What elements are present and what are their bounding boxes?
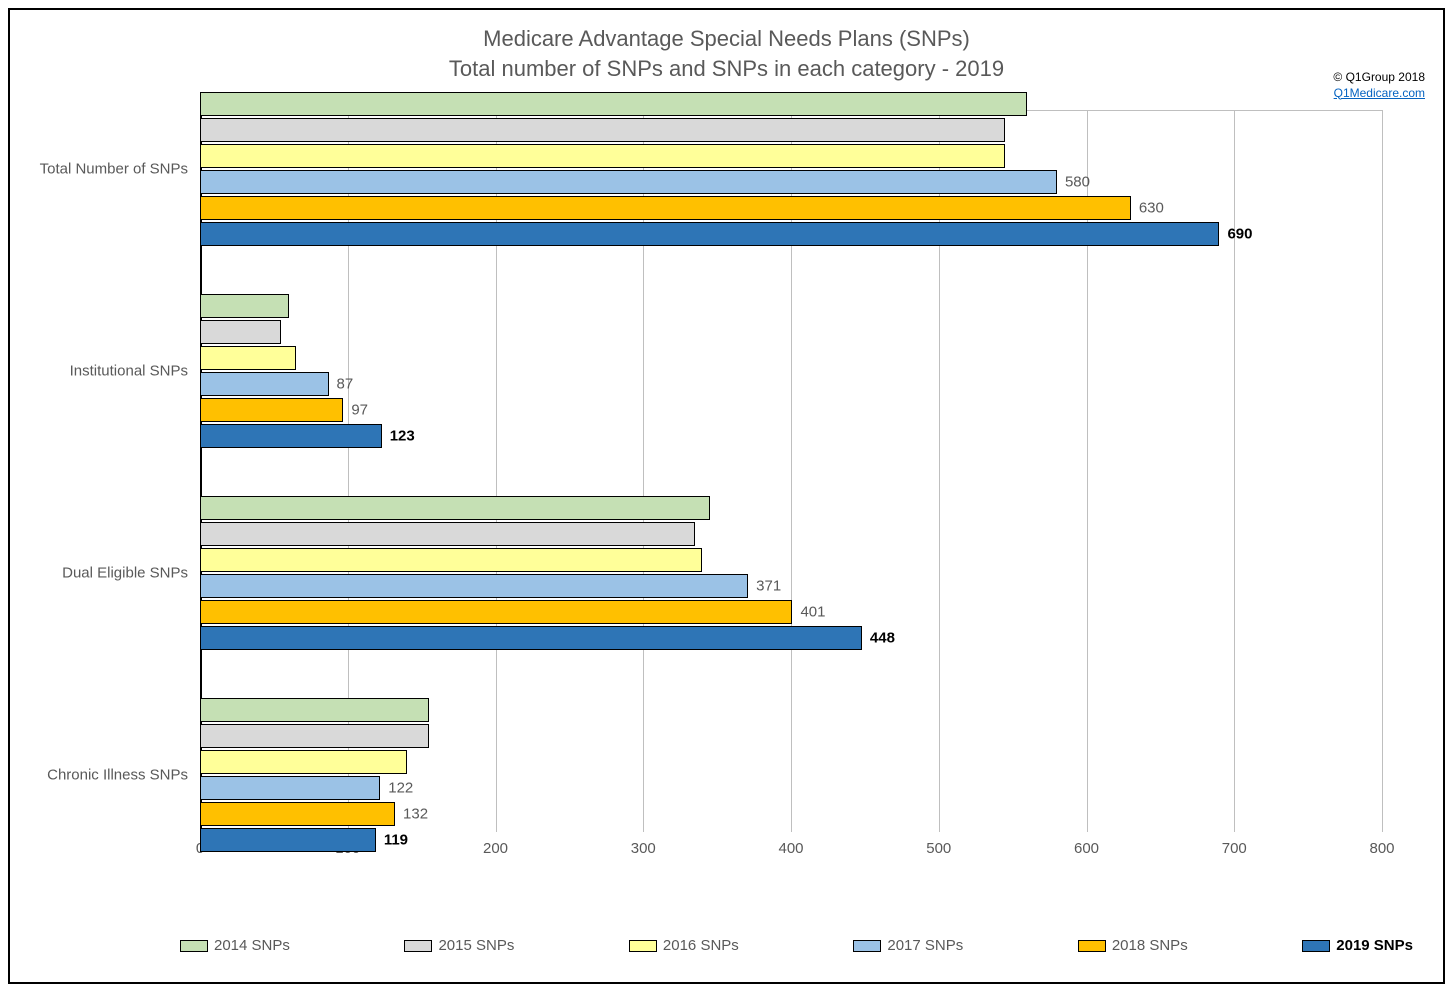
legend-swatch <box>853 940 881 952</box>
data-label: 580 <box>1065 173 1090 190</box>
legend-label: 2016 SNPs <box>663 937 739 954</box>
bar <box>200 144 1005 168</box>
bar <box>200 724 429 748</box>
plot-region: 0100200300400500600700800Total Number of… <box>200 110 1383 832</box>
bar <box>200 222 1219 246</box>
data-label: 132 <box>403 805 428 822</box>
chart-title: Medicare Advantage Special Needs Plans (… <box>10 10 1443 83</box>
category-label: Total Number of SNPs <box>40 160 188 177</box>
copyright: © Q1Group 2018 Q1Medicare.com <box>1333 70 1425 101</box>
legend-item: 2019 SNPs <box>1302 937 1413 954</box>
copyright-link[interactable]: Q1Medicare.com <box>1334 86 1425 100</box>
bar <box>200 802 395 826</box>
x-tick-label: 700 <box>1222 840 1247 857</box>
legend-swatch <box>404 940 432 952</box>
x-tick-label: 200 <box>483 840 508 857</box>
bar <box>200 196 1131 220</box>
gridline <box>1234 111 1235 832</box>
data-label: 690 <box>1227 225 1252 242</box>
bar <box>200 118 1005 142</box>
title-line-2: Total number of SNPs and SNPs in each ca… <box>10 54 1443 84</box>
copyright-text: © Q1Group 2018 <box>1333 70 1425 86</box>
legend-label: 2019 SNPs <box>1336 937 1413 954</box>
bar <box>200 698 429 722</box>
bar <box>200 750 407 774</box>
legend-swatch <box>180 940 208 952</box>
legend-label: 2014 SNPs <box>214 937 290 954</box>
bar <box>200 626 862 650</box>
bar <box>200 346 296 370</box>
x-tick-label: 800 <box>1369 840 1394 857</box>
data-label: 97 <box>351 401 368 418</box>
bar <box>200 574 748 598</box>
x-tick-label: 500 <box>926 840 951 857</box>
data-label: 123 <box>390 427 415 444</box>
data-label: 401 <box>800 603 825 620</box>
bar <box>200 320 281 344</box>
bar <box>200 776 380 800</box>
legend: 2014 SNPs 2015 SNPs 2016 SNPs 2017 SNPs 2018… <box>180 937 1413 954</box>
legend-item: 2018 SNPs <box>1078 937 1188 954</box>
data-label: 371 <box>756 577 781 594</box>
plot-area: 0100200300400500600700800Total Number of… <box>40 110 1413 882</box>
chart-frame: Medicare Advantage Special Needs Plans (… <box>8 8 1445 984</box>
data-label: 87 <box>337 375 354 392</box>
bar <box>200 398 343 422</box>
bar <box>200 92 1027 116</box>
bar <box>200 294 289 318</box>
legend-swatch <box>1078 940 1106 952</box>
bar <box>200 522 695 546</box>
data-label: 119 <box>384 831 408 848</box>
x-tick-label: 600 <box>1074 840 1099 857</box>
bar <box>200 496 710 520</box>
category-label: Dual Eligible SNPs <box>62 564 188 581</box>
legend-label: 2018 SNPs <box>1112 937 1188 954</box>
legend-label: 2015 SNPs <box>438 937 514 954</box>
category-label: Chronic Illness SNPs <box>47 766 188 783</box>
category-label: Institutional SNPs <box>70 362 188 379</box>
legend-swatch <box>1302 940 1330 952</box>
legend-item: 2017 SNPs <box>853 937 963 954</box>
legend-item: 2015 SNPs <box>404 937 514 954</box>
data-label: 122 <box>388 779 413 796</box>
x-tick-label: 400 <box>778 840 803 857</box>
bar <box>200 424 382 448</box>
bar <box>200 548 702 572</box>
legend-swatch <box>629 940 657 952</box>
bar <box>200 600 792 624</box>
data-label: 630 <box>1139 199 1164 216</box>
legend-item: 2014 SNPs <box>180 937 290 954</box>
title-line-1: Medicare Advantage Special Needs Plans (… <box>10 24 1443 54</box>
x-tick-label: 300 <box>631 840 656 857</box>
legend-item: 2016 SNPs <box>629 937 739 954</box>
bar <box>200 372 329 396</box>
bar <box>200 828 376 852</box>
legend-label: 2017 SNPs <box>887 937 963 954</box>
data-label: 448 <box>870 629 895 646</box>
bar <box>200 170 1057 194</box>
